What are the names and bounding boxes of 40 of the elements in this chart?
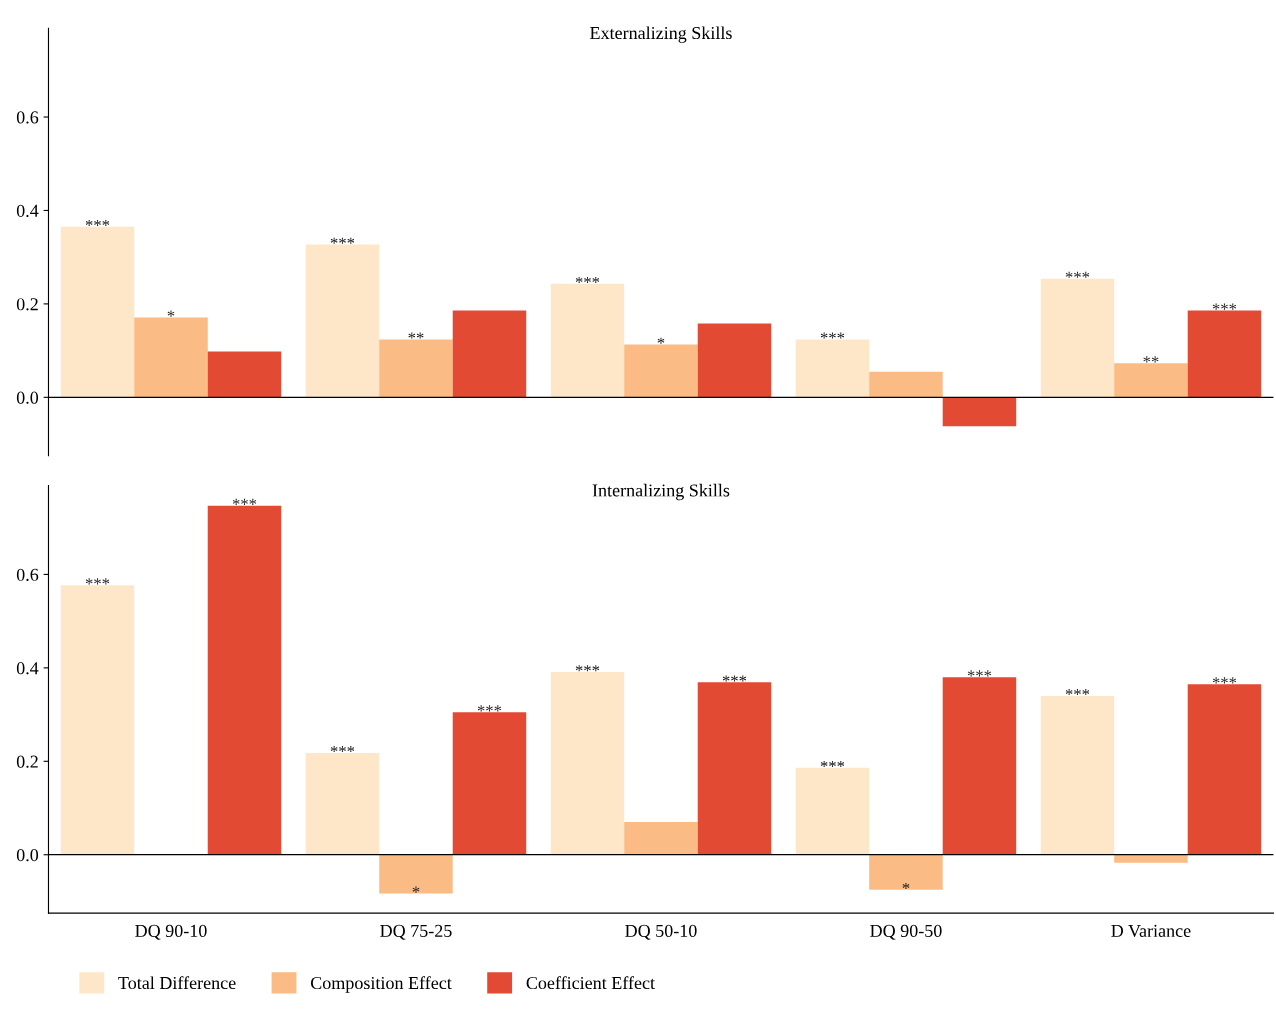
data-label: *** (1065, 688, 1090, 696)
y-tick-label: 0.2 (16, 755, 38, 768)
y-tick-label: 0.2 (16, 298, 38, 311)
data-label: *** (575, 665, 600, 672)
data-label: * (412, 886, 420, 893)
data-label: *** (722, 675, 747, 682)
data-label: * (167, 310, 175, 317)
chart-title: Internalizing Skills (592, 483, 730, 501)
x-tick-label: DQ 90-50 (870, 924, 942, 940)
data-label: *** (820, 760, 845, 768)
data-label: *** (330, 745, 355, 753)
data-label: *** (1212, 303, 1237, 310)
data-label: * (657, 337, 665, 344)
legend-label: Coefficient Effect (526, 976, 655, 990)
data-label: *** (820, 332, 845, 339)
data-label: *** (85, 578, 110, 585)
y-tick-label: 0.4 (16, 204, 39, 217)
data-label: *** (575, 276, 600, 284)
data-label: *** (232, 498, 257, 505)
legend-label: Total Difference (118, 976, 236, 990)
data-label: *** (330, 237, 355, 244)
y-tick-label: 0.6 (16, 111, 39, 124)
data-label: *** (1212, 677, 1237, 684)
data-label: *** (1065, 271, 1090, 278)
data-label: *** (85, 219, 110, 227)
x-tick-label: DQ 50-10 (625, 924, 697, 940)
x-tick-label: DQ 75-25 (380, 924, 452, 940)
x-tick-label: DQ 90-10 (135, 924, 207, 940)
data-label: ** (408, 332, 424, 339)
x-tick-label: D Variance (1111, 924, 1191, 938)
y-tick-label: 0.4 (16, 662, 39, 675)
y-tick-label: 0.6 (16, 568, 39, 581)
data-label: ** (1143, 356, 1159, 363)
chart-title: Externalizing Skills (590, 26, 732, 43)
y-tick-label: 0.0 (16, 391, 39, 404)
data-label: *** (477, 705, 502, 712)
data-label: *** (967, 670, 992, 677)
legend-label: Composition Effect (310, 976, 452, 993)
y-tick-label: 0.0 (16, 849, 39, 862)
data-label: * (902, 882, 910, 889)
